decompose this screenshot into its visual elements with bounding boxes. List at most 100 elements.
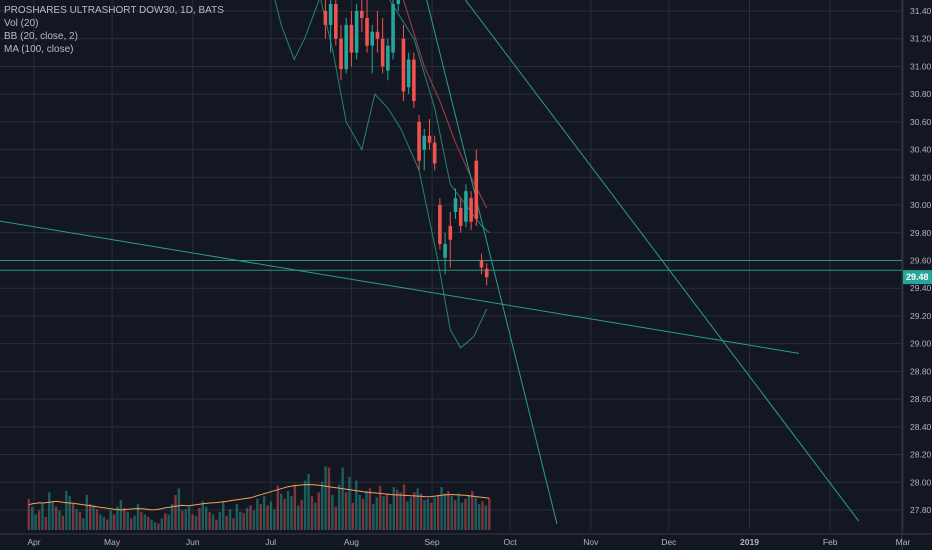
volume-bar: [290, 496, 293, 530]
volume-bar: [225, 515, 228, 530]
volume-bar: [106, 519, 109, 530]
candle-body: [412, 59, 416, 102]
candle-body: [417, 121, 421, 161]
x-tick-label: Oct: [504, 537, 518, 547]
volume-bar: [211, 514, 215, 530]
y-tick-label: 29.60: [910, 256, 932, 266]
volume-bar: [51, 501, 54, 530]
legend-ma[interactable]: MA (100, close): [4, 44, 74, 55]
volume-bar: [457, 493, 460, 530]
x-tick-label: Dec: [661, 537, 677, 547]
volume-bar: [89, 504, 92, 530]
volume-bar: [102, 517, 106, 530]
x-tick-label: Feb: [823, 537, 838, 547]
y-tick-label: 29.20: [910, 311, 932, 321]
chart-legend: PROSHARES ULTRASHORT DOW30, 1D, BATS Vol…: [4, 4, 224, 56]
trendlines: [0, 0, 860, 524]
volume-bar: [54, 506, 58, 530]
volume-bar: [280, 493, 283, 530]
horizontal-levels: [0, 260, 902, 271]
volume-bar: [65, 491, 68, 530]
legend-title[interactable]: PROSHARES ULTRASHORT DOW30, 1D, BATS: [4, 5, 224, 16]
volume-bar: [416, 488, 419, 530]
volume-bar: [37, 510, 41, 530]
volume-bar: [481, 501, 484, 530]
volume-bar: [184, 509, 187, 530]
volume-bar: [389, 504, 392, 530]
volume-bar: [368, 488, 372, 530]
volume-bar: [140, 511, 143, 530]
volume-bar: [249, 505, 252, 530]
volume-bar: [361, 498, 365, 530]
y-tick-label: 29.80: [910, 228, 932, 238]
candle-body: [438, 205, 442, 244]
candle-body: [396, 0, 401, 5]
volume-bar: [310, 496, 314, 530]
volume-bar: [423, 500, 426, 530]
x-tick-label: 2019: [740, 537, 759, 547]
volume-bar: [471, 491, 474, 530]
volume-bar: [187, 506, 191, 530]
trendline: [464, 0, 860, 522]
volume-bar: [300, 500, 303, 530]
volume-bar: [218, 511, 222, 530]
volume-bar: [297, 505, 300, 530]
time-axis[interactable]: Apr May Jun Jul Aug Sep Oct Nov Dec 2019 Feb Mar: [27, 537, 910, 547]
y-tick-label: 31.40: [910, 6, 932, 16]
volume-ma: [28, 483, 490, 511]
volume-bar: [112, 514, 116, 530]
volume-bar: [334, 506, 338, 530]
volume-bar: [450, 496, 453, 530]
volume-bar: [266, 505, 269, 530]
volume-bar: [129, 518, 133, 530]
candle-body: [479, 260, 484, 268]
price-axis[interactable]: 31.40 31.20 31.00 30.80 30.60 30.40 30.20 30.00…: [910, 6, 932, 515]
volume-bar: [358, 494, 361, 530]
volume-bar: [31, 506, 34, 530]
volume-bar: [477, 504, 481, 530]
volume-bar: [99, 514, 102, 530]
volume-bar: [167, 514, 170, 530]
candle-body: [401, 38, 406, 92]
volume-bar: [409, 497, 413, 530]
candle-body: [406, 59, 411, 88]
volume-bar: [174, 494, 177, 530]
y-tick-label: 28.60: [910, 394, 932, 404]
volume-bar: [256, 498, 259, 530]
x-tick-label: Mar: [896, 537, 911, 547]
volume-bar: [460, 502, 464, 530]
y-tick-label: 28.80: [910, 366, 932, 376]
volume-bar: [365, 491, 368, 530]
legend-volume[interactable]: Vol (20): [4, 18, 39, 29]
y-tick-label: 31.00: [910, 61, 932, 71]
volume-bar: [160, 518, 164, 530]
last-price-label: 29.48: [903, 270, 932, 285]
volume-bar: [327, 467, 331, 530]
y-tick-label: 30.40: [910, 145, 932, 155]
volume-bar: [293, 484, 297, 530]
y-tick-label: 30.20: [910, 172, 932, 182]
volume-bar: [303, 480, 307, 530]
volume-bar: [136, 504, 140, 530]
candle-body: [386, 45, 390, 71]
candle-body: [365, 17, 369, 46]
volume-bar: [440, 487, 443, 530]
x-tick-label: Jul: [265, 537, 276, 547]
last-price-text: 29.48: [906, 272, 929, 282]
volume-bar: [317, 492, 320, 530]
volume-bar: [382, 496, 385, 530]
volume-bar: [71, 504, 75, 530]
trendline: [426, 0, 558, 524]
volume-bar: [27, 498, 30, 530]
volume-bar: [454, 500, 457, 530]
candle-body: [448, 225, 453, 240]
y-tick-label: 30.00: [910, 200, 932, 210]
x-tick-label: Sep: [425, 537, 440, 547]
candle-body: [349, 24, 354, 53]
y-tick-label: 28.20: [910, 450, 932, 460]
legend-bollinger[interactable]: BB (20, close, 2): [4, 31, 78, 42]
volume-bar: [286, 491, 290, 530]
volume-bar: [194, 515, 198, 530]
